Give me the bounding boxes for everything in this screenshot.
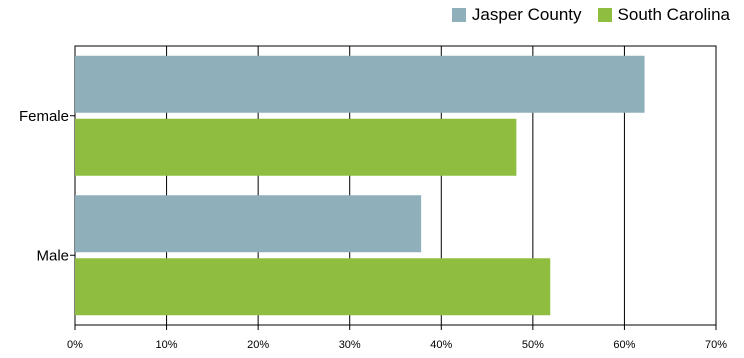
- legend-label-jasper-county: Jasper County: [471, 5, 582, 24]
- x-tick-label: 10%: [156, 339, 178, 351]
- y-tick-label-female: Female: [19, 108, 69, 125]
- legend-swatch-south-carolina: [597, 8, 612, 22]
- bar-female-jasper-county: [75, 55, 645, 113]
- x-tick-label: 60%: [613, 339, 635, 351]
- legend: Jasper County South Carolina: [436, 5, 730, 25]
- x-tick-label: 70%: [705, 339, 727, 351]
- y-tick-label-male: Male: [36, 247, 69, 264]
- legend-item-jasper-county: Jasper County: [451, 5, 582, 25]
- x-tick-label: 40%: [430, 339, 452, 351]
- bar-female-south-carolina: [75, 118, 517, 176]
- legend-swatch-jasper-county: [451, 8, 466, 22]
- x-tick-label: 30%: [339, 339, 361, 351]
- bar-male-jasper-county: [75, 195, 422, 253]
- legend-label-south-carolina: South Carolina: [617, 5, 730, 24]
- x-tick-label: 0%: [67, 339, 83, 351]
- x-tick-label: 50%: [522, 339, 544, 351]
- x-tick-label: 20%: [247, 339, 269, 351]
- legend-item-south-carolina: South Carolina: [597, 5, 730, 25]
- bar-male-south-carolina: [75, 258, 551, 316]
